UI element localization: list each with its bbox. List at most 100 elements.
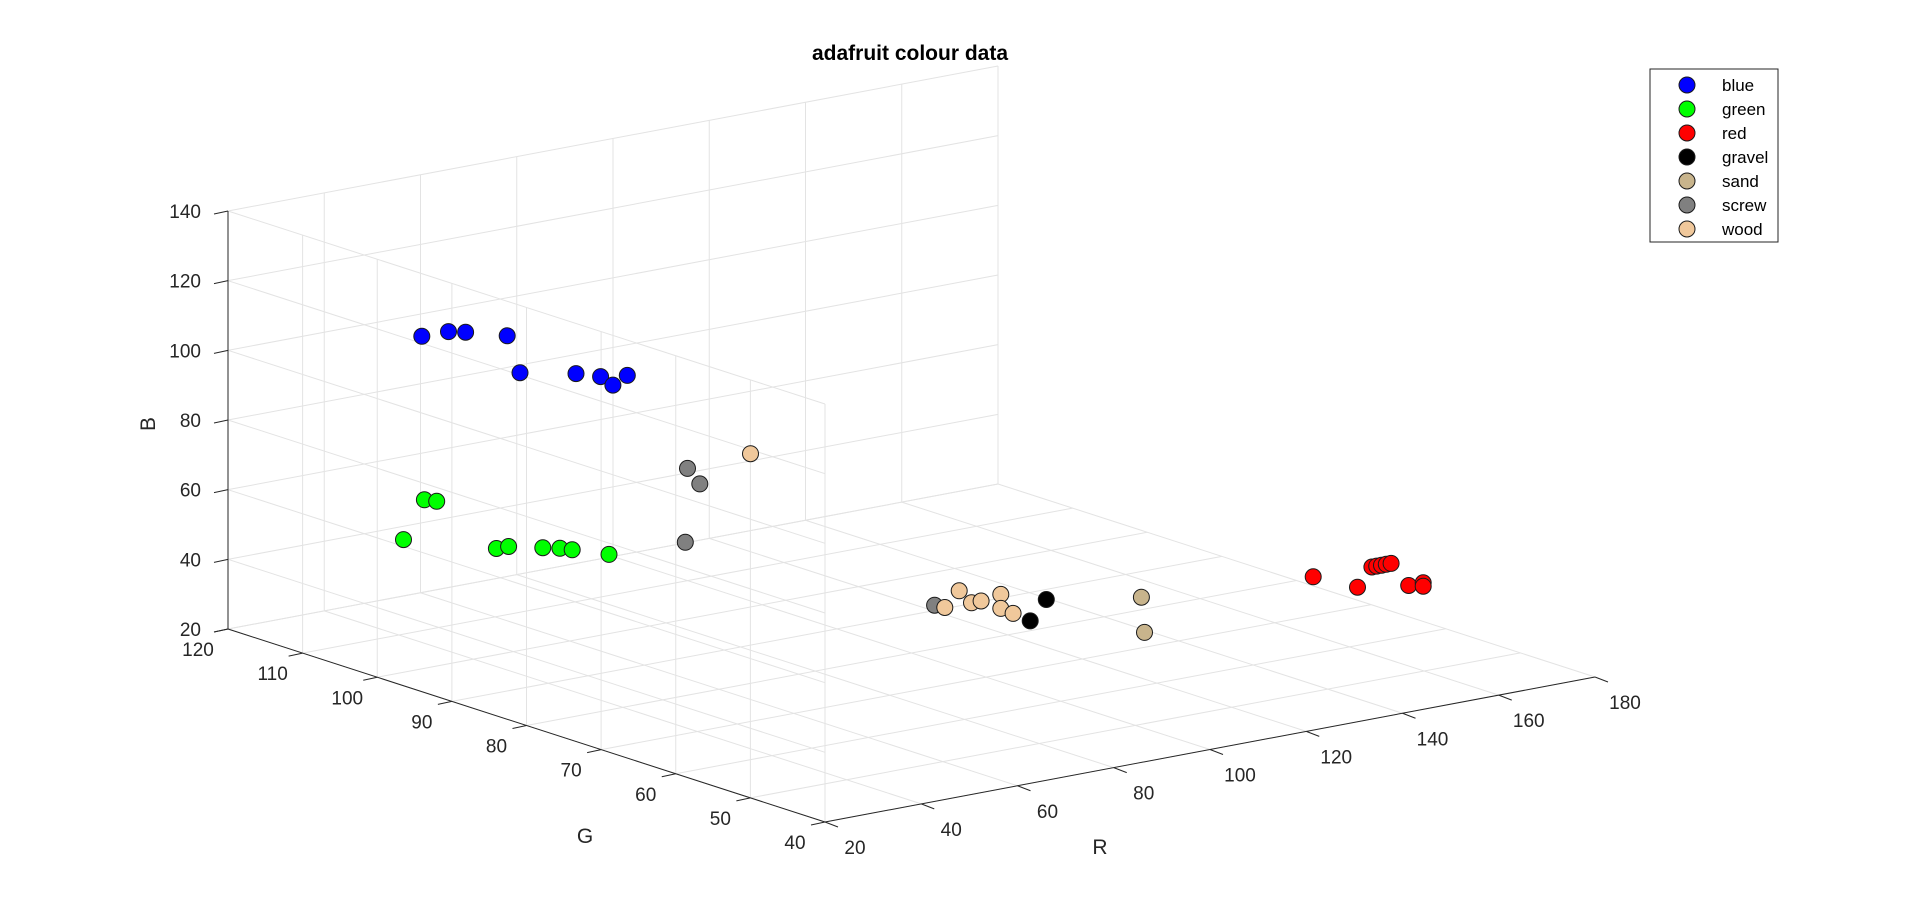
data-point-blue xyxy=(592,368,610,386)
legend-marker-blue xyxy=(1678,76,1696,94)
data-point-green xyxy=(428,492,446,510)
data-points xyxy=(395,323,1432,641)
data-point-red xyxy=(1400,577,1418,594)
data-point-sand xyxy=(1132,588,1150,606)
data-point-blue xyxy=(498,327,516,345)
y-tick-mark xyxy=(587,749,602,754)
legend-box xyxy=(1649,68,1779,243)
floor-grid-line xyxy=(451,555,1222,702)
data-point-wood xyxy=(936,599,954,616)
legend-label-wood: wood xyxy=(1721,220,1763,239)
x-tick-label: 160 xyxy=(1513,711,1545,732)
z-tick-label: 20 xyxy=(180,620,201,641)
data-point-wood xyxy=(742,445,759,463)
tick-labels: 20 40 60 80 100 120 140 160 180 40 50 60 70 80 90 100 11… xyxy=(169,202,1641,859)
wall-grid-line xyxy=(227,413,999,560)
y-tick-label: 60 xyxy=(635,785,656,806)
data-point-screw xyxy=(676,533,694,551)
y-tick-mark xyxy=(736,797,751,802)
legend-marker-wood xyxy=(1678,220,1696,238)
x-tick-label: 40 xyxy=(941,820,962,841)
legend-marker-screw xyxy=(1678,196,1696,214)
x-tick-label: 100 xyxy=(1224,766,1256,787)
legend-marker-sand xyxy=(1678,172,1696,190)
floor-grid-line xyxy=(526,580,1297,726)
data-point-green xyxy=(534,539,552,557)
wall-grid-line xyxy=(227,65,999,212)
wall-grid-line xyxy=(227,349,826,544)
legend-label-gravel: gravel xyxy=(1722,148,1768,167)
x-tick-mark xyxy=(1113,767,1127,774)
y-tick-label: 100 xyxy=(331,688,363,709)
x-tick-label: 80 xyxy=(1133,784,1154,805)
z-tick-label: 40 xyxy=(180,550,201,571)
y-tick-mark xyxy=(661,773,676,778)
data-point-gravel xyxy=(1021,612,1039,630)
y-tick-mark xyxy=(363,676,378,681)
legend-entries: blue green red gravel sand screw wood xyxy=(1678,76,1768,239)
y-tick-label: 90 xyxy=(411,712,432,733)
data-point-wood xyxy=(972,592,990,610)
y-tick-label: 110 xyxy=(257,664,287,685)
z-tick-mark xyxy=(213,349,229,354)
z-tick-label: 60 xyxy=(180,481,201,502)
axes xyxy=(227,211,1596,823)
legend-marker-gravel xyxy=(1678,148,1696,166)
y-axis-label: G xyxy=(577,825,593,848)
x-axis-label: R xyxy=(1092,836,1107,859)
chart-title: adafruit colour data xyxy=(812,42,1008,65)
x-tick-mark xyxy=(1594,676,1609,683)
z-tick-mark xyxy=(213,419,229,424)
x-tick-label: 120 xyxy=(1320,747,1352,768)
x-tick-mark xyxy=(1498,694,1512,701)
wall-grid-line xyxy=(227,210,826,405)
x-tick-label: 60 xyxy=(1037,802,1058,823)
z-tick-mark xyxy=(213,489,229,494)
x-tick-mark xyxy=(1017,785,1031,792)
wall-grid-line xyxy=(227,558,826,753)
z-axis-label: B xyxy=(137,417,160,431)
legend-label-green: green xyxy=(1722,100,1765,119)
data-point-red xyxy=(1304,568,1322,586)
y-tick-mark xyxy=(288,652,303,657)
z-tick-label: 100 xyxy=(169,341,201,362)
x-tick-label: 180 xyxy=(1609,693,1641,714)
floor-grid-line xyxy=(750,652,1521,799)
data-point-wood xyxy=(1004,604,1022,622)
y-tick-label: 40 xyxy=(784,833,805,854)
data-point-blue xyxy=(413,327,431,345)
z-tick-mark xyxy=(213,558,229,563)
legend-label-red: red xyxy=(1722,124,1747,143)
floor-grid-line xyxy=(601,604,1372,751)
data-point-screw xyxy=(691,475,709,493)
z-tick-label: 120 xyxy=(169,272,201,293)
legend-marker-red xyxy=(1678,124,1696,142)
grid-lines xyxy=(227,65,1596,823)
x-tick-mark xyxy=(1402,712,1416,719)
wall-grid-line xyxy=(227,204,999,351)
data-point-wood xyxy=(950,582,968,600)
x-tick-mark xyxy=(921,803,935,810)
wall-grid-line xyxy=(227,135,999,282)
z-tick-mark xyxy=(213,210,229,215)
floor-grid-line xyxy=(675,628,1446,775)
data-point-blue xyxy=(604,376,622,394)
x-tick-label: 140 xyxy=(1417,729,1449,750)
data-point-blue xyxy=(457,323,475,341)
y-tick-label: 70 xyxy=(561,761,582,782)
data-point-blue xyxy=(618,366,636,384)
y-tick-mark xyxy=(810,821,826,826)
z-tick-mark xyxy=(213,280,229,285)
y-tick-label: 120 xyxy=(182,640,214,661)
legend[interactable]: blue green red gravel sand screw wood xyxy=(1649,68,1779,243)
data-point-blue xyxy=(567,365,585,383)
y-tick-mark xyxy=(512,725,527,729)
wall-grid-line xyxy=(227,344,999,491)
floor-grid-line xyxy=(377,531,1148,678)
data-point-screw xyxy=(679,459,696,477)
data-point-green xyxy=(500,538,518,555)
data-point-blue xyxy=(440,323,457,341)
wall-grid-line xyxy=(227,489,826,684)
x-tick-mark xyxy=(824,821,839,828)
data-point-gravel xyxy=(1037,591,1055,608)
